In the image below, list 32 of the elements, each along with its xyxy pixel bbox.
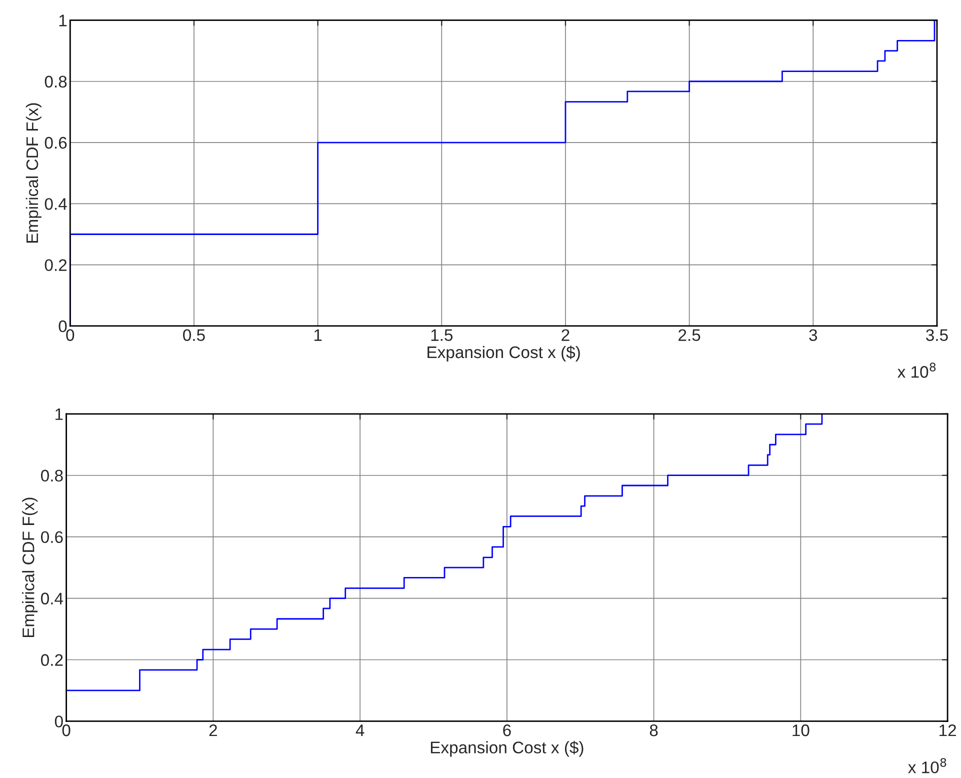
x-tick-label: 4 <box>356 724 364 736</box>
y-tick-label: 0.4 <box>44 198 67 210</box>
y-tick-label: 0.2 <box>44 259 67 272</box>
x-tick-label: 10 <box>792 724 810 736</box>
x-tick-label: 2.5 <box>678 329 700 341</box>
x-axis-title: Expansion Cost x ($) <box>430 740 584 757</box>
x-tick-label: 1.5 <box>431 329 453 341</box>
y-tick-label: 1 <box>59 14 67 26</box>
text: x 10$^{8}$ <box>897 362 936 378</box>
x-tick-label: 3 <box>809 329 818 341</box>
y-tick-label: 0.8 <box>41 470 63 482</box>
y-tick-label: 0.6 <box>41 531 63 544</box>
x-tick-label: 8 <box>650 724 658 736</box>
y-axis-title: Empirical CDF F(x) <box>22 498 38 638</box>
x-tick-label: 2 <box>209 724 217 736</box>
y-tick-label: 0 <box>54 716 63 728</box>
x-tick-label: 3.5 <box>926 329 948 341</box>
x-tick-label: 0.5 <box>183 329 205 341</box>
y-axis-title: Empirical CDF F(x) <box>26 103 42 243</box>
y-tick-label: 0.2 <box>41 654 63 666</box>
x-tick-label: 2 <box>562 329 570 341</box>
y-tick-label: 0.4 <box>41 592 64 604</box>
text: x 10$^{8}$ <box>908 758 946 774</box>
y-tick-label: 0.8 <box>44 76 67 88</box>
x-axis-title: Expansion Cost x ($) <box>428 346 580 362</box>
y-tick-label: 1 <box>56 408 63 420</box>
x-tick-label: 12 <box>940 724 956 736</box>
y-tick-label: 0.6 <box>44 136 67 149</box>
x-tick-label: 6 <box>503 724 511 736</box>
x-tick-label: 0 <box>66 329 74 341</box>
x-tick-label: 1 <box>314 329 322 341</box>
y-tick-label: 0 <box>58 320 67 332</box>
